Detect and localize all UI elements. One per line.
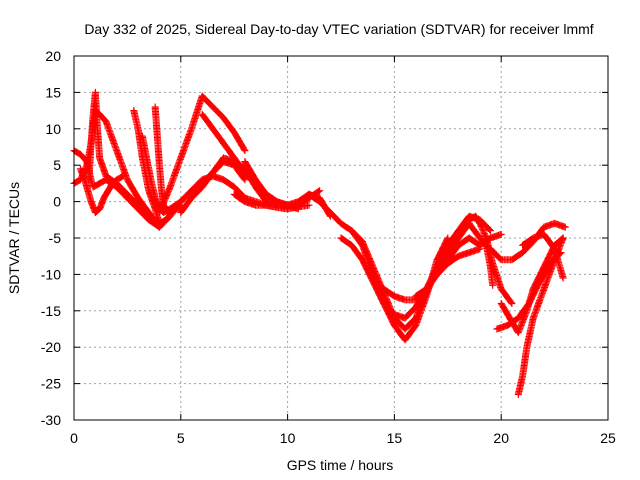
x-tick-label: 5 bbox=[177, 430, 185, 446]
data-point-markers bbox=[412, 245, 484, 300]
x-tick-label: 15 bbox=[387, 430, 403, 446]
data-point-markers bbox=[155, 92, 249, 216]
series-track-13 bbox=[241, 158, 302, 213]
y-tick-label: 5 bbox=[53, 157, 61, 173]
x-axis-label: GPS time / hours bbox=[287, 457, 394, 473]
y-tick-label: -30 bbox=[41, 412, 61, 428]
y-tick-label: -20 bbox=[41, 339, 61, 355]
x-axis: 0 5 10 15 20 25 bbox=[70, 56, 616, 446]
data-points bbox=[70, 88, 569, 398]
series-track-18 bbox=[412, 245, 484, 300]
series-track-4 bbox=[76, 165, 127, 216]
x-tick-label: 20 bbox=[493, 430, 509, 446]
x-tick-label: 10 bbox=[280, 430, 296, 446]
y-tick-label: 0 bbox=[53, 194, 61, 210]
y-tick-label: -10 bbox=[41, 266, 61, 282]
x-tick-label: 0 bbox=[70, 430, 78, 446]
y-tick-label: 15 bbox=[45, 84, 61, 100]
data-point-markers bbox=[493, 249, 565, 333]
y-tick-label: 10 bbox=[45, 121, 61, 137]
data-point-markers bbox=[177, 158, 249, 216]
y-tick-label: 20 bbox=[45, 48, 61, 64]
y-axis-label: SDTVAR / TECUs bbox=[6, 182, 22, 294]
series-track-10 bbox=[177, 158, 249, 216]
series-track-24 bbox=[519, 230, 567, 282]
data-point-markers bbox=[241, 158, 302, 213]
data-point-markers bbox=[465, 219, 497, 289]
y-tick-label: -15 bbox=[41, 303, 61, 319]
y-axis: -30 -25 -20 -15 -10 -5 0 5 10 15 20 bbox=[41, 48, 608, 428]
series-track-12 bbox=[230, 190, 292, 213]
series-track-25 bbox=[493, 249, 565, 333]
y-tick-label: -5 bbox=[49, 230, 62, 246]
data-point-markers bbox=[76, 165, 127, 216]
y-tick-label: -25 bbox=[41, 376, 61, 392]
data-point-markers bbox=[519, 230, 567, 282]
chart-title: Day 332 of 2025, Sidereal Day-to-day VTE… bbox=[84, 21, 593, 37]
x-tick-label: 25 bbox=[600, 430, 616, 446]
series-track-8 bbox=[155, 92, 249, 216]
data-point-markers bbox=[230, 190, 292, 213]
series-track-20 bbox=[465, 219, 497, 289]
